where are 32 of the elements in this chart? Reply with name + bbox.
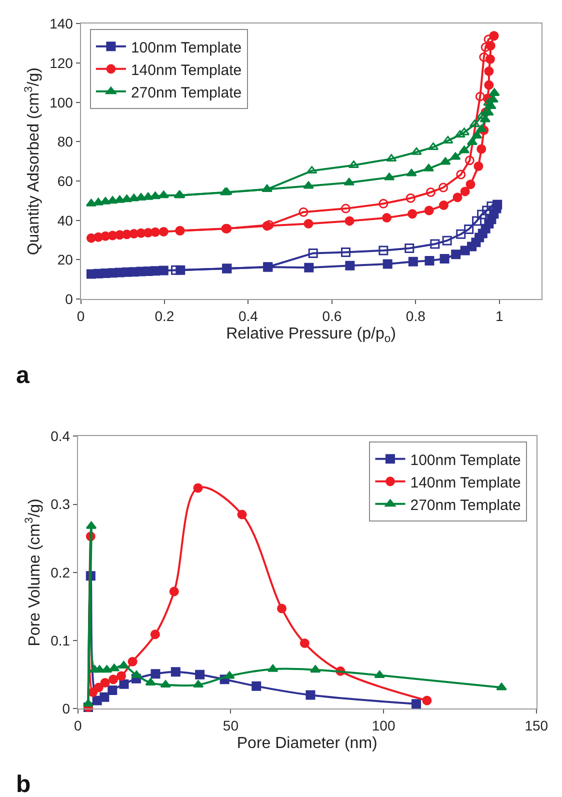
y-tick-label: 0.3 (50, 496, 70, 512)
x-tick-label: 50 (222, 717, 239, 734)
y-tick-label: 0 (65, 290, 74, 307)
legend-label: 100nm Template (410, 452, 521, 469)
legend-label: 140nm Template (410, 474, 521, 492)
y-tick-label: 0.4 (50, 428, 70, 444)
y-tick-label: 60 (57, 172, 74, 189)
y-tick-label: 40 (57, 212, 74, 228)
x-axis-title: Relative Pressure (p/p$_{o}$) (226, 326, 396, 345)
x-tick-label: 0.4 (238, 308, 258, 324)
text: a (16, 362, 30, 389)
x-tick-label: 100 (372, 717, 396, 734)
x-tick-label: 0.6 (322, 308, 342, 324)
y-tick-label: 0.2 (50, 564, 70, 580)
y-tick-label: 80 (57, 134, 74, 150)
x-axis-title: Pore Diameter (nm) (236, 735, 378, 752)
text: b (16, 771, 31, 797)
x-tick-label: 0.2 (154, 308, 174, 324)
y-tick-label: 100 (50, 94, 74, 110)
legend-label: 140nm Template (130, 62, 242, 79)
legend-label: 270nm Template (410, 496, 521, 514)
legend-label: 270nm Template (130, 84, 242, 102)
legend-label: 100nm Template (130, 39, 242, 56)
x-tick-label: 0.8 (406, 308, 426, 324)
y-tick-label: 120 (50, 54, 74, 71)
x-tick-label: 0 (76, 308, 85, 324)
y-tick-label: 0.1 (50, 632, 70, 648)
x-tick-label: 150 (524, 717, 548, 734)
y-tick-label: 140 (50, 16, 74, 32)
y-tick-label: 20 (57, 252, 74, 268)
y-tick-label: 0 (62, 700, 70, 717)
x-tick-label: 1 (495, 308, 504, 324)
